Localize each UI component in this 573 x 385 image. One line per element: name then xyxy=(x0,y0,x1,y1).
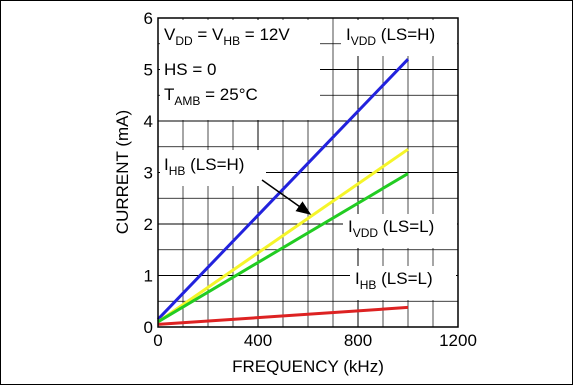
annotation-ivdd-lsh: IVDD (LS=H) xyxy=(346,25,435,48)
y-tick-label: 5 xyxy=(144,61,153,80)
y-tick-label: 4 xyxy=(144,112,153,131)
condition-vdd-vhb: VDD = VHB = 12V xyxy=(164,25,290,48)
ihb-lsh-arrow xyxy=(261,179,312,215)
annotation-ihb-lsl: IHB (LS=L) xyxy=(355,269,433,292)
axis-ticks: 0 1 2 3 4 5 6 0 400 800 1200 xyxy=(144,9,477,350)
series-line-1 xyxy=(157,148,409,324)
y-axis-label: CURRENT (mA) xyxy=(113,110,132,234)
x-tick-label: 400 xyxy=(244,331,272,350)
ivdd-lsh-label-bg xyxy=(341,20,457,56)
ivdd-lsl-label-bg xyxy=(343,214,457,248)
condition-hs: HS = 0 xyxy=(164,60,216,79)
y-tick-label: 6 xyxy=(144,9,153,28)
annotation-ivdd-lsl: IVDD (LS=L) xyxy=(348,217,434,240)
series-line-2 xyxy=(157,172,409,324)
series-line-0 xyxy=(156,58,410,321)
x-axis-label: FREQUENCY (kHz) xyxy=(232,357,384,376)
ihb-lsl-label-bg xyxy=(350,266,456,300)
y-tick-label: 2 xyxy=(144,215,153,234)
y-tick-label: 3 xyxy=(144,164,153,183)
x-tick-label: 800 xyxy=(344,331,372,350)
y-tick-label: 1 xyxy=(144,267,153,286)
ihb-lsh-label-bg xyxy=(160,150,266,186)
annotation-ihb-lsh: IHB (LS=H) xyxy=(164,155,244,178)
x-tick-label: 0 xyxy=(153,331,162,350)
series-lines xyxy=(156,58,410,326)
condition-tamb: TAMB = 25°C xyxy=(164,85,258,108)
plot-border xyxy=(157,17,459,328)
conditions-box-bg xyxy=(160,20,320,120)
y-tick-label: 0 xyxy=(144,318,153,337)
x-tick-label: 1200 xyxy=(439,331,477,350)
series-line-3 xyxy=(157,305,409,326)
